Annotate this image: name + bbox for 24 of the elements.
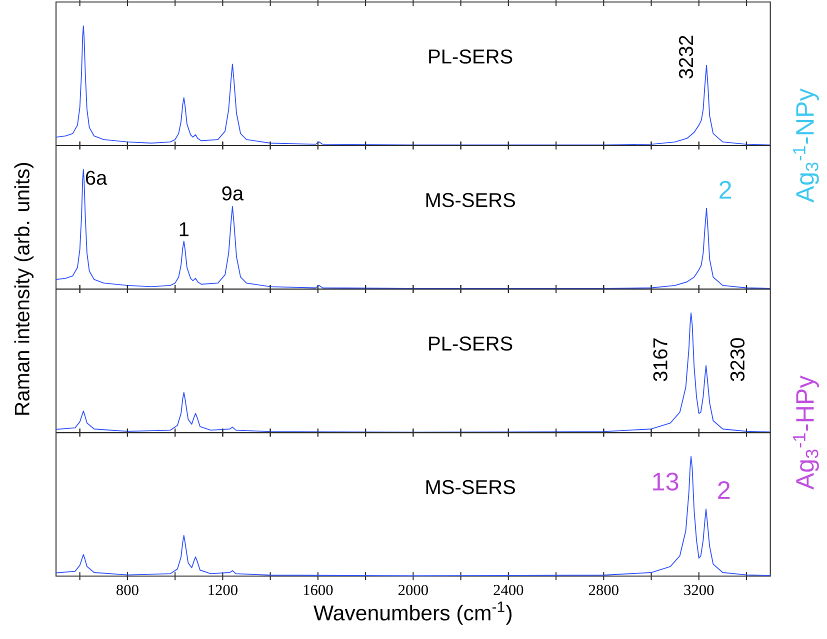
text: PL-SERS bbox=[429, 336, 512, 351]
annotation: 2 bbox=[720, 180, 732, 199]
x-tick-label: 2800 bbox=[588, 584, 618, 596]
x-axis-title: Wavenumbers (cm$^{-1}$) bbox=[314, 602, 512, 625]
annotation: 2 bbox=[718, 481, 730, 499]
text: PL-SERS bbox=[429, 49, 512, 64]
y-axis-title: Raman intensity (arb. units) bbox=[14, 163, 34, 415]
annotation: 3232 bbox=[678, 36, 694, 79]
annotation: 9a bbox=[222, 186, 244, 200]
text: Ag$_{3}$$^{-1}$-NPy bbox=[793, 88, 819, 203]
annotation: 13 bbox=[653, 472, 678, 491]
x-tick-label: 1200 bbox=[208, 584, 238, 596]
x-tick-label: 3200 bbox=[684, 584, 714, 596]
annotation: 3230 bbox=[730, 338, 745, 382]
x-tick-label: 2400 bbox=[494, 584, 524, 596]
x-tick-label: 2000 bbox=[398, 584, 428, 596]
annotation: 1 bbox=[180, 222, 188, 236]
annotation: 3167 bbox=[653, 338, 668, 382]
x-tick-label: 800 bbox=[116, 584, 138, 596]
text: MS-SERS bbox=[426, 480, 515, 494]
annotation: 6a bbox=[86, 170, 108, 185]
text: MS-SERS bbox=[426, 193, 515, 208]
x-tick-label: 1600 bbox=[304, 584, 333, 596]
text: Ag$_{3}$$^{-1}$-HPy bbox=[793, 376, 819, 490]
